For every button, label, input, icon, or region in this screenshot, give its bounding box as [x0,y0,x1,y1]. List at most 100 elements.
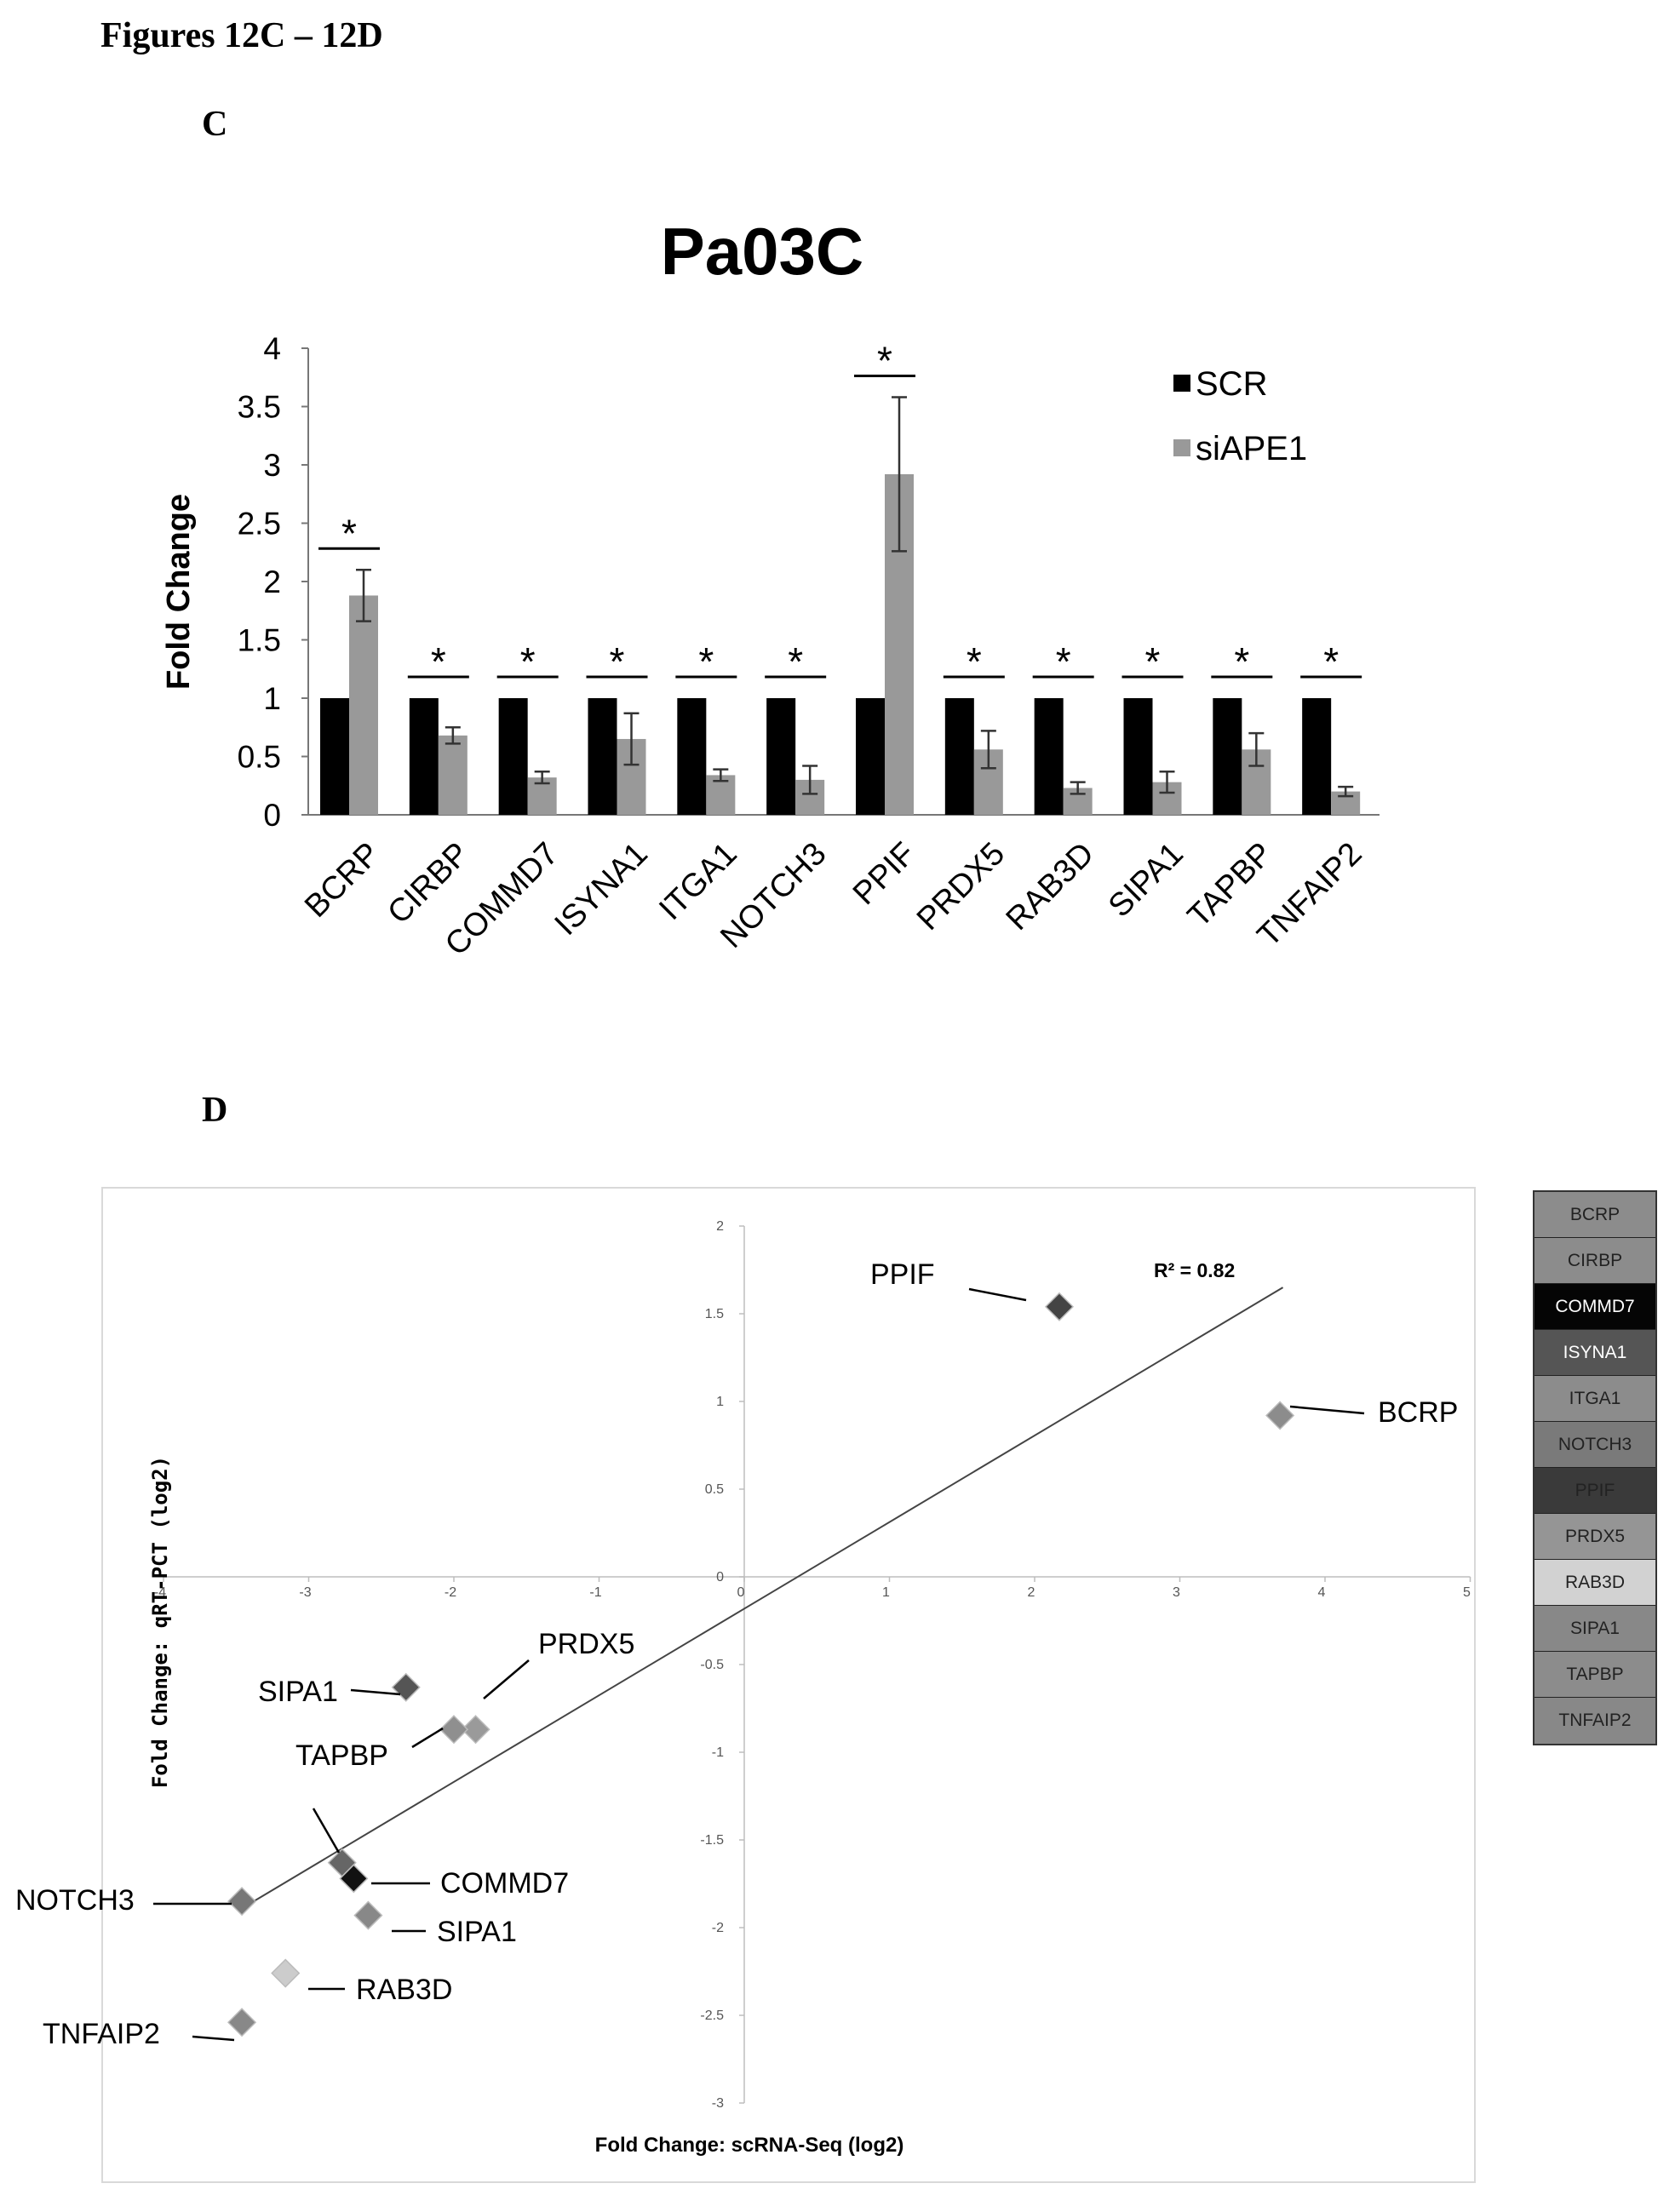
x-tick-label: 5 [1463,1585,1471,1600]
leader-line [968,1287,1027,1302]
point-label: NOTCH3 [15,1884,135,1917]
point-label: PPIF [870,1258,935,1291]
bar-siape1-bcrp [349,595,378,815]
leader-line [1289,1405,1365,1415]
point-label: BCRP [1378,1396,1458,1429]
legend-swatch-scr [1173,375,1190,392]
y-tick-label: 4 [263,331,281,366]
bar-scr-sipa1 [1123,698,1153,815]
x-tick-label: -4 [154,1585,166,1600]
x-tick-label: 3 [1173,1585,1180,1600]
y-tick-label: 2.5 [238,507,281,542]
significance-star: * [431,639,446,684]
legend-label: siAPE1 [1196,430,1307,467]
x-tick-label: -3 [299,1585,311,1600]
significance-star: * [788,639,803,684]
significance-star: * [341,511,357,555]
point-label: PRDX5 [538,1628,634,1660]
legend-entry-cirbp: CIRBP [1534,1238,1655,1284]
bar-scr-commd7 [498,698,528,815]
legend-entry-ppif: PPIF [1534,1468,1655,1514]
point-label: RAB3D [356,1974,452,2006]
point-label: SIPA1 [437,1916,517,1948]
trendline [241,1287,1284,1910]
panel-c-label: C [202,105,228,144]
data-point-tapbp [439,1715,469,1745]
x-tick-label: -1 [589,1585,601,1600]
y-tick-label: -2 [712,1921,724,1935]
leader-line [350,1688,401,1696]
legend-entry-tnfaip2: TNFAIP2 [1534,1698,1655,1744]
data-point-commd7 [339,1864,369,1894]
y-tick-label: 3.5 [238,390,281,425]
data-point-ppif [1044,1292,1075,1321]
y-tick-label: -1.5 [700,1833,724,1848]
legend-entry-sipa1: SIPA1 [1534,1606,1655,1652]
bar-scr-prdx5 [944,698,974,815]
bar-scr-cirbp [409,698,439,815]
significance-star: * [520,639,536,684]
y-tick-label: 2 [263,564,281,599]
leader-line [483,1659,530,1699]
legend-entry-notch3: NOTCH3 [1534,1422,1655,1468]
y-tick-label: 0.5 [238,740,281,775]
significance-star: * [1323,639,1339,684]
legend-entry-commd7: COMMD7 [1534,1284,1655,1330]
bar-scr-itga1 [677,698,707,815]
legend-entry-bcrp: BCRP [1534,1192,1655,1238]
legend-entry-isyna1: ISYNA1 [1534,1330,1655,1376]
leader-line [312,1808,341,1854]
significance-star: * [877,339,892,383]
y-tick-label: 1.5 [705,1307,724,1321]
significance-star: * [1056,639,1071,684]
y-tick-label: -2.5 [700,2009,724,2023]
plot-frame [101,1187,1476,2183]
bar-scr-notch3 [766,698,796,815]
legend-label: SCR [1196,365,1267,403]
data-point-prdx5 [461,1715,490,1745]
data-point-bcrp [1265,1401,1295,1430]
data-point-tnfaip2 [227,2008,257,2037]
chart-title: Pa03C [661,214,864,289]
x-tick-label: 4 [1318,1585,1326,1600]
y-tick-label: 0.5 [705,1482,724,1497]
legend-entry-tapbp: TAPBP [1534,1652,1655,1698]
panel-d-label: D [202,1091,228,1130]
data-point-notch3 [227,1887,257,1917]
data-point-rab3d [271,1958,301,1988]
y-tick-label: -1 [712,1745,724,1760]
point-label: COMMD7 [440,1867,569,1900]
significance-star: * [1234,639,1249,684]
y-tick-label: 0 [716,1570,724,1585]
significance-star: * [967,639,982,684]
bar-siape1-cirbp [438,735,468,815]
bar-scr-ppif [856,698,885,815]
legend-entry-prdx5: PRDX5 [1534,1514,1655,1560]
x-tick-label: -2 [445,1585,456,1600]
x-tick-label: 0 [737,1585,745,1600]
legend-entry-rab3d: RAB3D [1534,1560,1655,1606]
bar-chart-pa03c: Pa03C Fold Change 0 0.5 1 1.5 2 2.5 3 3.5 4 * * * *… [161,214,1380,963]
y-tick-label: -0.5 [700,1658,724,1672]
bar-scr-tapbp [1213,698,1242,815]
y-tick-label: 1.5 [238,623,281,658]
y-axis-title: Fold Change: qRT-PCT (log2) [148,1456,172,1788]
y-tick-label: 1 [263,681,281,716]
legend-swatch-siape1 [1173,439,1190,456]
point-label: TAPBP [295,1739,388,1772]
legend-entry-itga1: ITGA1 [1534,1376,1655,1422]
bar-scr-tnfaip2 [1302,698,1332,815]
point-label: TNFAIP2 [43,2018,160,2050]
significance-star: * [610,639,625,684]
significance-star: * [1145,639,1161,684]
y-axis-title: Fold Change [161,494,197,690]
significance-star: * [698,639,714,684]
data-point-sipa1 [391,1672,421,1702]
page-title: Figures 12C – 12D [100,16,383,55]
x-tick-label: 1 [882,1585,890,1600]
bar-scr-bcrp [320,698,349,815]
bar-scr-isyna1 [588,698,617,815]
y-tick-label: -3 [712,2096,724,2111]
leader-line [192,2035,235,2042]
